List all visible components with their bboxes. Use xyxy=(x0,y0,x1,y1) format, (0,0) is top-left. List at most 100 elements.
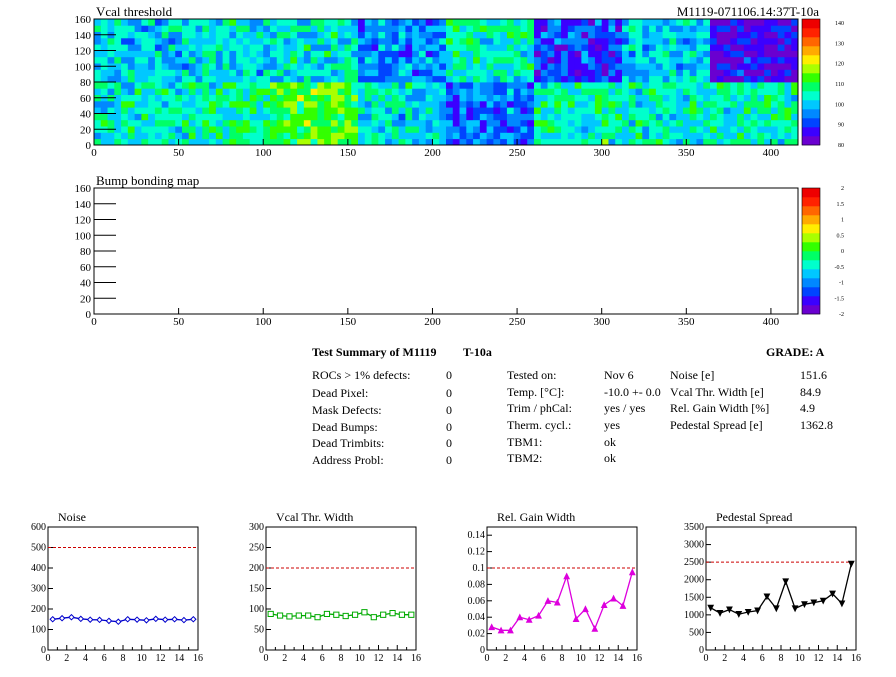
heatmap-cell xyxy=(141,69,149,77)
heatmap-cell xyxy=(655,37,664,45)
heatmap-cell xyxy=(784,107,792,114)
heatmap-cell xyxy=(479,126,488,133)
colorbar-segment xyxy=(802,91,820,101)
heatmap-cell xyxy=(750,63,758,70)
heatmap-cell xyxy=(405,31,413,39)
x-tick-label: 12 xyxy=(595,653,605,664)
heatmap-cell xyxy=(770,138,779,146)
heatmap-cell xyxy=(601,69,609,77)
heatmap-cell xyxy=(642,132,650,140)
heatmap-cell xyxy=(615,113,623,121)
heatmap-cell xyxy=(486,25,494,32)
heatmap-cell xyxy=(547,19,555,26)
heatmap-cell xyxy=(195,50,203,58)
heatmap-cell xyxy=(432,88,440,95)
heatmap-cell xyxy=(168,75,176,83)
heatmap-cell xyxy=(506,82,515,89)
heatmap-cell xyxy=(270,31,278,39)
heatmap-cell xyxy=(209,63,217,70)
heatmap-cell xyxy=(371,56,379,64)
heatmap-cell xyxy=(418,94,427,102)
heatmap-cell xyxy=(459,132,467,140)
heatmap-cell xyxy=(324,88,332,95)
heatmap-cell xyxy=(784,100,792,108)
heatmap-cell xyxy=(669,107,677,114)
heatmap-cell xyxy=(202,107,210,114)
heatmap-cell xyxy=(784,19,792,26)
heatmap-cell xyxy=(500,126,508,133)
heatmap-cell xyxy=(418,50,427,58)
heatmap-cell xyxy=(689,31,697,39)
heatmap-cell xyxy=(730,50,738,58)
heatmap-cell xyxy=(446,82,454,89)
heatmap-cell xyxy=(425,100,433,108)
heatmap-cell xyxy=(358,25,366,32)
heatmap-cell xyxy=(127,69,136,77)
heatmap-cell xyxy=(601,119,609,127)
heatmap-cell xyxy=(696,100,704,108)
heatmap-cell xyxy=(710,63,718,70)
heatmap-cell xyxy=(561,37,569,45)
data-point xyxy=(267,610,274,618)
heatmap-cell xyxy=(127,107,136,114)
heatmap-cell xyxy=(351,44,359,51)
heatmap-cell xyxy=(696,107,704,114)
heatmap-cell xyxy=(364,132,372,140)
heatmap-cell xyxy=(601,138,609,146)
colorbar-segment xyxy=(802,197,820,207)
heatmap-cell xyxy=(446,94,454,102)
heatmap-cell xyxy=(770,50,779,58)
heatmap-cell xyxy=(351,100,359,108)
heatmap-cell xyxy=(791,56,799,64)
heatmap-cell xyxy=(554,132,562,140)
heatmap-cell xyxy=(479,19,488,26)
heatmap-cell xyxy=(466,107,474,114)
heatmap-cell xyxy=(696,50,704,58)
data-point xyxy=(810,599,818,607)
heatmap-cell xyxy=(770,56,779,64)
heatmap-cell xyxy=(398,107,406,114)
heatmap-cell xyxy=(127,44,136,51)
heatmap-cell xyxy=(229,88,237,95)
heatmap-cell xyxy=(439,37,447,45)
heatmap-cell xyxy=(540,100,548,108)
heatmap-cell xyxy=(689,132,697,140)
data-point xyxy=(398,611,406,618)
heatmap-cell xyxy=(337,56,345,64)
heatmap-cell xyxy=(513,37,521,45)
heatmap-cell xyxy=(649,132,657,140)
heatmap-cell xyxy=(222,94,230,102)
heatmap-cell xyxy=(662,75,670,83)
heatmap-cell xyxy=(601,94,609,102)
heatmap-cell xyxy=(594,63,603,70)
heatmap-cell xyxy=(615,138,623,146)
heatmap-cell xyxy=(696,113,704,121)
heatmap-cell xyxy=(378,44,386,51)
colorbar-segment xyxy=(802,233,820,243)
heatmap-cell xyxy=(682,100,691,108)
heatmap-cell xyxy=(256,50,264,58)
heatmap-cell xyxy=(256,19,264,26)
heatmap-cell xyxy=(757,138,765,146)
heatmap-cell xyxy=(222,25,230,32)
heatmap-cell xyxy=(743,82,752,89)
heatmap-cell xyxy=(642,126,650,133)
heatmap-cell xyxy=(662,69,670,77)
heatmap-cell xyxy=(622,82,630,89)
heatmap-cell xyxy=(520,63,528,70)
heatmap-cell xyxy=(764,100,772,108)
heatmap-cell xyxy=(141,50,149,58)
heatmap-cell xyxy=(161,82,169,89)
heatmap-cell xyxy=(141,100,149,108)
colorbar-frame xyxy=(801,18,821,146)
heatmap-cell xyxy=(635,119,643,127)
heatmap-cell xyxy=(283,63,291,70)
heatmap-cell xyxy=(290,113,298,121)
heatmap-cell xyxy=(764,50,772,58)
heatmap-cell xyxy=(358,82,366,89)
heatmap-cell xyxy=(364,126,372,133)
heatmap-cell xyxy=(689,88,697,95)
heatmap-cell xyxy=(520,44,528,51)
heatmap-cell xyxy=(737,44,745,51)
heatmap-cell xyxy=(405,107,413,114)
